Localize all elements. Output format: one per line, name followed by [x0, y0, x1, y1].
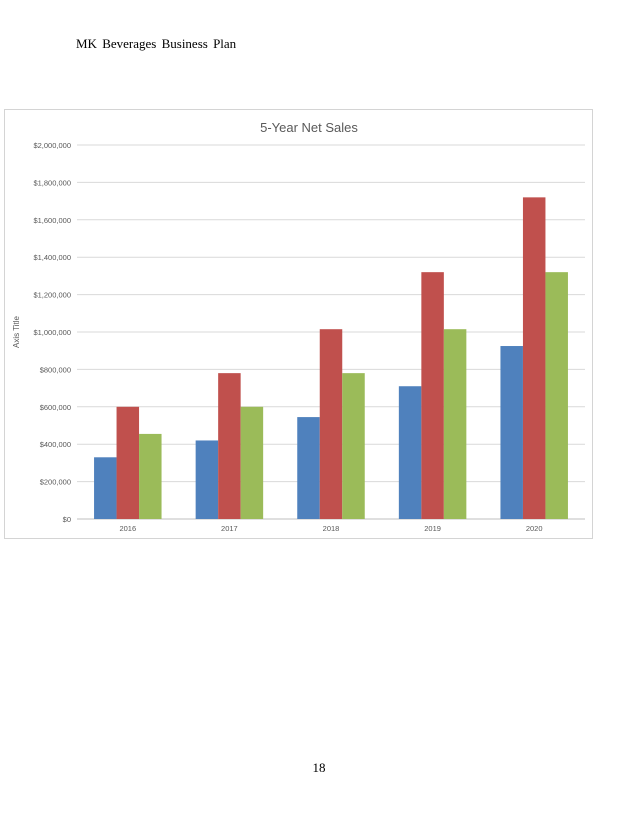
bar-water-2016: [94, 457, 117, 519]
x-tick-label: 2017: [221, 524, 238, 533]
y-tick-label: $600,000: [40, 403, 71, 412]
y-tick-label: $1,600,000: [33, 216, 71, 225]
bar-tea-2016: [139, 433, 162, 519]
bar-water-2017: [195, 440, 219, 519]
x-tick-label: 2019: [424, 524, 441, 533]
bar-juices-2019: [421, 272, 444, 519]
bar-juices-2020: [522, 197, 546, 520]
y-tick-label: $200,000: [40, 478, 71, 487]
net-sales-chart: 5-Year Net Sales $0 $200,000 $400,000 $600,0…: [12, 120, 585, 533]
bar-water-2018: [297, 417, 320, 519]
bar-tea-2017: [240, 406, 264, 519]
bar-tea-2020: [545, 272, 568, 519]
y-tick-label: $1,000,000: [33, 328, 71, 337]
x-tick-label: 2018: [323, 524, 340, 533]
y-tick-label: $1,200,000: [33, 291, 71, 300]
bar-juices-2016: [116, 406, 140, 519]
bar-juices-2018: [319, 329, 343, 519]
y-tick-label: $400,000: [40, 440, 71, 449]
y-tick-label: $2,000,000: [33, 141, 71, 150]
bar-tea-2019: [443, 329, 467, 519]
x-tick-label: 2016: [119, 524, 136, 533]
bar-tea-2018: [342, 373, 365, 519]
document-header: MK Beverages Business Plan: [76, 36, 237, 51]
bar-juices-2017: [218, 373, 241, 519]
y-tick-label: $1,800,000: [33, 178, 71, 187]
chart-title: 5-Year Net Sales: [260, 120, 358, 135]
bar-water-2020: [500, 346, 523, 519]
bar-water-2019: [398, 386, 422, 519]
y-tick-label: $0: [63, 515, 71, 524]
y-tick-label: $800,000: [40, 365, 71, 374]
y-tick-label: $1,400,000: [33, 253, 71, 262]
y-axis-title: Axis Title: [12, 315, 21, 348]
x-tick-label: 2020: [526, 524, 543, 533]
chart-container: 5-Year Net Sales $0 $200,000 $400,000 $600,0…: [4, 109, 593, 539]
page-number: 18: [312, 760, 326, 775]
